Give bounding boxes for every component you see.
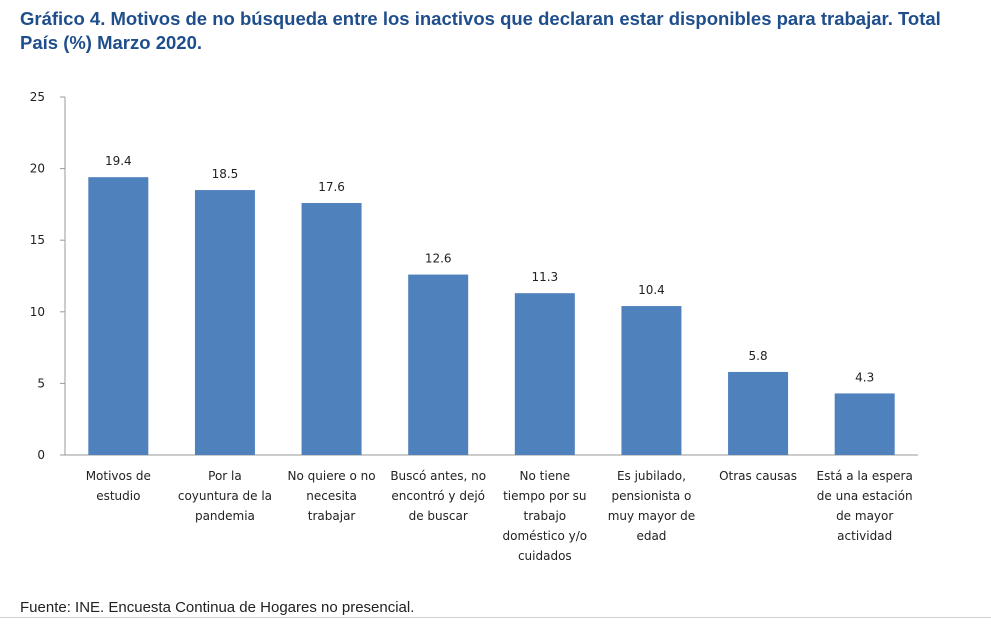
bar-value-label: 11.3 — [531, 270, 558, 284]
category-label-line: Buscó antes, no — [390, 469, 486, 483]
category-label: Buscó antes, no encontró y dejó de buscar — [390, 469, 486, 523]
category-label-line: necesita — [306, 489, 357, 503]
bar — [621, 306, 682, 455]
category-label-line: pandemia — [195, 509, 255, 523]
bar — [834, 393, 895, 455]
category-label-line: No tiene — [520, 469, 571, 483]
bars — [88, 177, 895, 455]
category-label-line: encontró y dejó — [391, 489, 485, 503]
chart-title: Gráfico 4. Motivos de no búsqueda entre … — [20, 8, 941, 53]
category-label: Otras causas — [719, 469, 797, 483]
y-tick-label: 15 — [30, 233, 45, 247]
bar-value-label: 18.5 — [212, 167, 239, 181]
category-label: Motivos de estudio — [86, 469, 151, 503]
category-label-line: trabajo — [523, 509, 566, 523]
category-label-line: actividad — [837, 529, 892, 543]
category-label-line: trabajar — [308, 509, 356, 523]
category-label-line: coyuntura de la — [178, 489, 272, 503]
category-label-line: tiempo por su — [503, 489, 586, 503]
y-tick-label: 25 — [30, 90, 45, 104]
y-tick-label: 10 — [30, 305, 45, 319]
category-labels: Motivos de estudio Por la coyuntura de la pa… — [86, 469, 913, 563]
bar-value-label: 4.3 — [855, 370, 874, 384]
page-divider — [0, 617, 991, 618]
bar-value-label: 10.4 — [638, 283, 665, 297]
y-tick-label: 5 — [37, 376, 45, 390]
y-tick-label: 0 — [37, 448, 45, 462]
bar-value-label: 17.6 — [318, 180, 345, 194]
category-label: No quiere o no necesita trabajar — [288, 469, 376, 523]
y-axis-ticks: 0 5 10 15 20 25 — [30, 90, 65, 462]
bar-chart: 0 5 10 15 20 25 19.4 18.5 17.6 12.6 11.3 10.4 5.8 4.… — [30, 90, 918, 563]
category-label-line: doméstico y/o — [503, 529, 588, 543]
bar-value-label: 5.8 — [749, 349, 768, 363]
category-label: Por la coyuntura de la pandemia — [178, 469, 272, 523]
category-label-line: No quiere o no — [288, 469, 376, 483]
bar — [194, 190, 255, 455]
bar — [301, 202, 362, 455]
category-label: No tiene tiempo por su trabajo doméstico y/… — [503, 469, 588, 563]
source-note: Fuente: INE. Encuesta Continua de Hogare… — [20, 599, 415, 616]
category-label-line: cuidados — [518, 549, 572, 563]
bar-value-label: 12.6 — [425, 252, 452, 266]
category-label-line: Es jubilado, — [617, 469, 686, 483]
category-label-line: Está a la espera — [817, 469, 913, 483]
bar-value-label: 19.4 — [105, 154, 132, 168]
category-label-line: edad — [636, 529, 666, 543]
bar — [728, 371, 789, 455]
bar — [408, 274, 469, 455]
category-label: Es jubilado, pensionista o muy mayor de eda… — [608, 469, 695, 543]
bar — [88, 177, 149, 455]
category-label-line: muy mayor de — [608, 509, 695, 523]
category-label-line: Por la — [208, 469, 242, 483]
category-label-line: Motivos de — [86, 469, 151, 483]
category-label: Está a la espera de una estación de mayor a… — [817, 469, 913, 543]
category-label-line: Otras causas — [719, 469, 797, 483]
category-label-line: de mayor — [836, 509, 893, 523]
category-label-line: estudio — [96, 489, 140, 503]
category-label-line: de buscar — [409, 509, 468, 523]
category-label-line: de una estación — [817, 489, 913, 503]
y-tick-label: 20 — [30, 162, 45, 176]
bar — [514, 293, 575, 455]
data-labels: 19.4 18.5 17.6 12.6 11.3 10.4 5.8 4.3 — [105, 154, 874, 384]
category-label-line: pensionista o — [611, 489, 691, 503]
